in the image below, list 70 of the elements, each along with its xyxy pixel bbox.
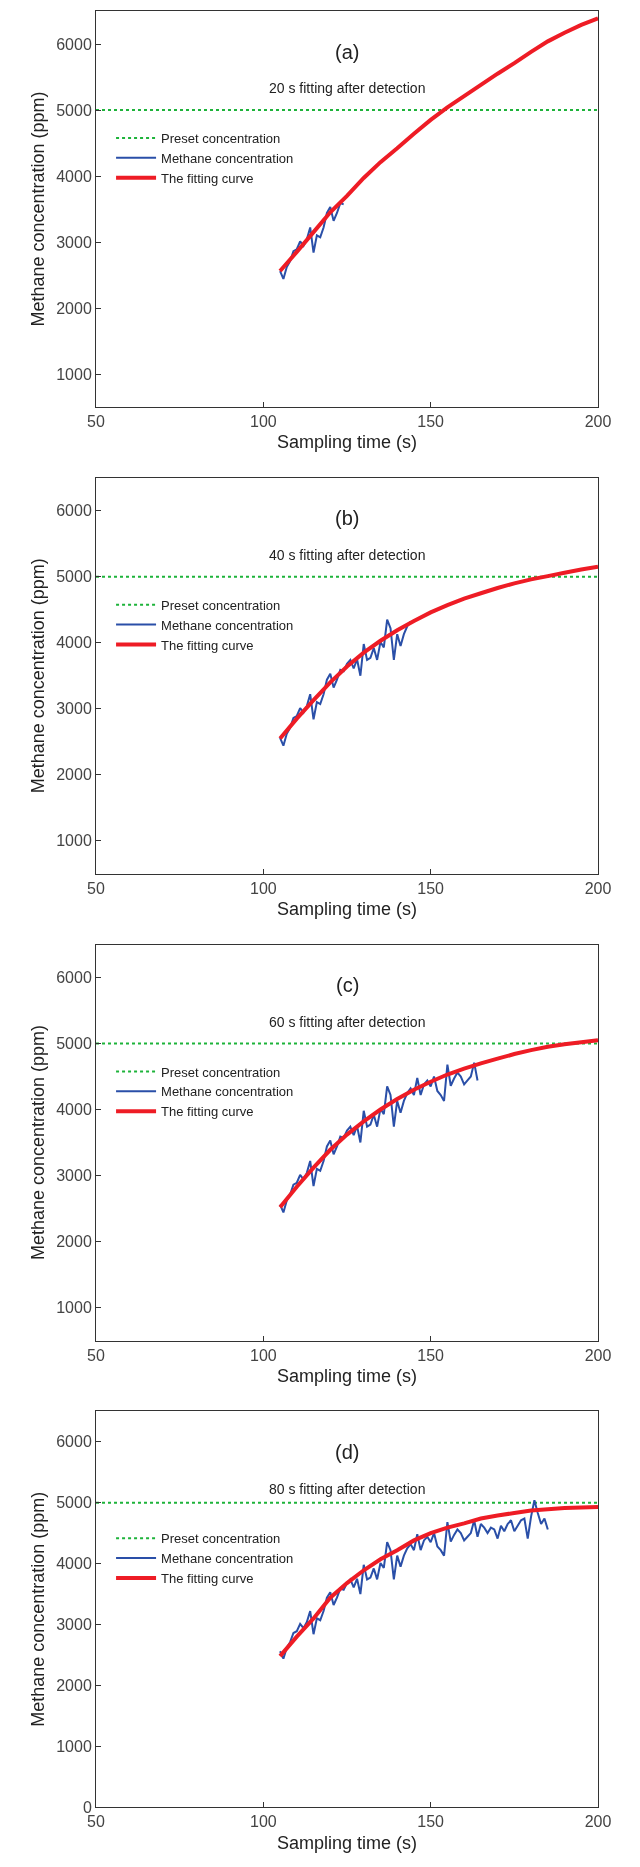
y-axis-title: Methane concentration (ppm)	[28, 1491, 49, 1727]
y-tick-label: 3000	[56, 1616, 92, 1634]
y-tick-label: 4000	[56, 1555, 92, 1573]
legend-label: Methane concentration	[161, 617, 294, 633]
x-axis-title: Sampling time (s)	[276, 1365, 418, 1386]
legend-label: The fitting curve	[161, 170, 254, 186]
x-axis-title: Sampling time (s)	[276, 1832, 418, 1853]
x-tick-label: 200	[584, 1346, 612, 1364]
legend-label: Preset concentration	[161, 1064, 281, 1080]
y-tick-label: 4000	[56, 167, 92, 185]
x-tick-label: 150	[417, 1813, 445, 1831]
y-tick-label: 3000	[56, 233, 92, 251]
y-tick-label: 2000	[56, 1677, 92, 1694]
text: 20 s fitting after detection	[269, 80, 426, 96]
y-tick-label: 3000	[56, 1167, 92, 1185]
y-tick-label: 5000	[56, 101, 92, 119]
y-axis-title: Methane concentration (ppm)	[28, 558, 49, 794]
y-axis-title: Methane concentration (ppm)	[28, 91, 49, 327]
line-series	[279, 202, 345, 280]
y-tick-label: 6000	[56, 35, 92, 53]
y-tick-label: 4000	[56, 634, 92, 652]
x-tick-label: 150	[417, 1346, 445, 1364]
y-tick-label: 2000	[56, 1233, 92, 1251]
text: 80 s fitting after detection	[269, 1481, 426, 1497]
legend-label: The fitting curve	[161, 637, 254, 653]
y-tick-label: 1000	[56, 832, 92, 850]
x-tick-label: 100	[249, 413, 277, 431]
x-tick-label: 150	[417, 413, 445, 431]
legend-label: The fitting curve	[161, 1104, 254, 1120]
legend-label: Methane concentration	[161, 1084, 294, 1100]
y-tick-label: 5000	[56, 568, 92, 586]
x-tick-label: 200	[584, 413, 612, 431]
x-tick-label: 50	[87, 879, 105, 897]
legend-label: The fitting curve	[161, 1571, 254, 1587]
y-tick-label: 4000	[56, 1101, 92, 1119]
y-tick-label: 1000	[56, 1299, 92, 1317]
y-tick-label: 5000	[56, 1494, 92, 1512]
y-tick-label: 3000	[56, 700, 92, 718]
legend-label: Preset concentration	[161, 1531, 281, 1547]
legend-label: Preset concentration	[161, 131, 281, 147]
y-tick-label: 6000	[56, 969, 92, 987]
y-tick-label: 1000	[56, 365, 92, 383]
text: (b)	[335, 507, 360, 529]
text: 40 s fitting after detection	[269, 547, 426, 563]
y-tick-label: 1000	[56, 1737, 92, 1755]
y-axis-title: Methane concentration (ppm)	[28, 1024, 49, 1261]
x-axis-title: Sampling time (s)	[276, 432, 418, 453]
x-tick-label: 50	[87, 1346, 105, 1364]
x-tick-label: 100	[249, 879, 277, 897]
x-tick-label: 50	[87, 413, 105, 431]
legend-label: Methane concentration	[161, 1551, 294, 1567]
y-tick-label: 2000	[56, 766, 92, 784]
x-tick-label: 100	[249, 1346, 277, 1364]
x-tick-label: 200	[584, 879, 612, 897]
y-tick-label: 2000	[56, 299, 92, 317]
y-tick-label: 6000	[56, 1433, 92, 1451]
legend-label: Preset concentration	[161, 597, 281, 613]
x-tick-label: 150	[417, 879, 445, 897]
x-tick-label: 50	[87, 1813, 105, 1831]
y-tick-label: 5000	[56, 1035, 92, 1053]
y-tick-label: 0	[82, 1798, 92, 1816]
y-tick-label: 6000	[56, 502, 92, 520]
legend-label: Methane concentration	[161, 150, 294, 166]
text: (a)	[335, 41, 360, 63]
text: (d)	[335, 1441, 360, 1463]
x-tick-label: 200	[584, 1813, 612, 1831]
text: 60 s fitting after detection	[269, 1014, 426, 1030]
text: (c)	[336, 974, 360, 996]
x-tick-label: 100	[249, 1813, 277, 1831]
x-axis-title: Sampling time (s)	[276, 899, 418, 920]
